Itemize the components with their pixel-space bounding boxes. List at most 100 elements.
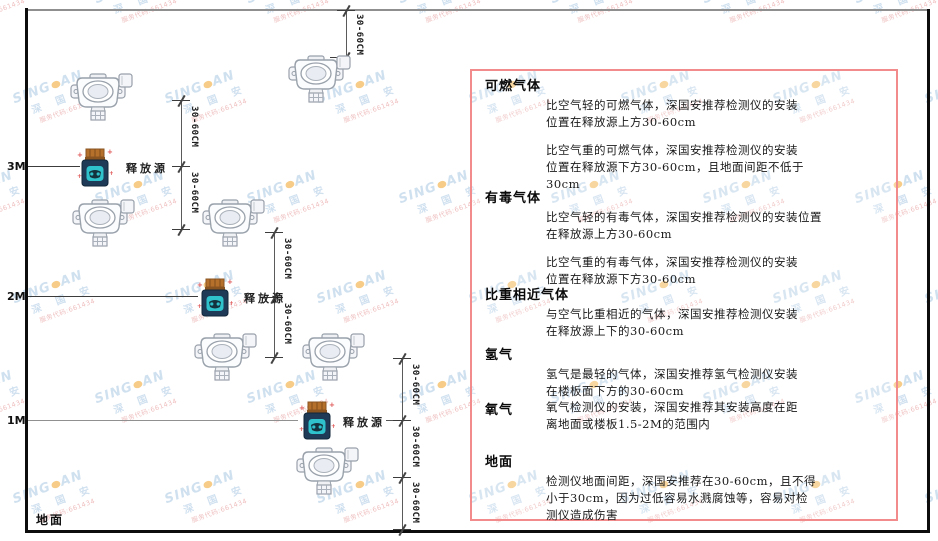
- brand-dot-icon: [50, 79, 62, 90]
- brand-cjk-text: 深 国 安: [30, 283, 97, 317]
- section-hydrogen: 氢气 氢气是最轻的气体，深国安推荐氢气检测仪安装 在楼板面下方的30-60cm: [485, 344, 888, 400]
- dimension-label: 30-60CM: [189, 172, 199, 214]
- body-line: 小于30cm，因为过低容易水溅腐蚀等，容易对检: [546, 491, 808, 505]
- gas-detector-icon: [296, 447, 359, 495]
- brand-cjk-text: 深 国 安: [182, 483, 249, 517]
- brand-cjk-text: 深 国 安: [334, 283, 401, 317]
- dimension-label: 30-60CM: [189, 106, 199, 148]
- dimension-label: 30-60CM: [410, 482, 420, 524]
- section-heading: 可燃气体: [485, 79, 542, 94]
- dimension-label: 30-60CM: [354, 14, 364, 56]
- brand-dot-icon: [436, 379, 448, 390]
- body-line: 比空气轻的可燃气体，深国安推荐检测仪的安装: [546, 98, 798, 112]
- section-heading: 氧气: [485, 403, 514, 418]
- brand-cjk-text: 深 国 安: [264, 183, 331, 217]
- brand-logo-text: SINGAN: [396, 167, 471, 208]
- height-label-2m: 2M: [7, 290, 26, 303]
- gas-detector-icon: [288, 55, 351, 103]
- brand-logo-text: SINGAN: [93, 0, 174, 7]
- dimension-slash: [270, 351, 279, 365]
- brand-logo-text: SINGAN: [396, 367, 471, 408]
- brand-dot-icon: [436, 179, 448, 190]
- brand-logo-text: SINGAN: [10, 467, 85, 508]
- body-line: 位置在释放源上方30-60cm: [546, 115, 696, 129]
- brand-logo-text: SINGAN: [549, 0, 630, 7]
- body-line: 在楼板面下方的30-60cm: [546, 384, 684, 398]
- height-axis-line: [25, 8, 28, 532]
- brand-dot-icon: [50, 479, 62, 490]
- brand-dot-icon: [202, 479, 214, 490]
- body-line: 氧气检测仪的安装，深国安推荐其安装高度在距: [546, 400, 798, 414]
- gas-detector-icon: [72, 199, 135, 247]
- gas-detector-icon: [194, 333, 257, 381]
- brand-logo-text: SINGAN: [922, 279, 938, 308]
- brand-service-code: 服务代码:661434: [190, 96, 249, 125]
- brand-logo-text: SINGAN: [92, 367, 167, 408]
- brand-logo-text: SINGAN: [0, 0, 22, 7]
- dimension-line-ceiling: [346, 10, 347, 58]
- release-source-label: 释放源: [126, 162, 168, 175]
- brand-logo-text: SINGAN: [853, 0, 934, 7]
- brand-logo-text: SINGAN: [922, 479, 938, 508]
- section-toxic-gas: 有毒气体 比空气轻的有毒气体，深国安推荐检测仪的安装位置 在释放源上方30-60…: [485, 187, 888, 288]
- dimension-label: 30-60CM: [410, 426, 420, 468]
- body-line: 测仪造成伤害: [546, 508, 618, 522]
- brand-dot-icon: [284, 379, 296, 390]
- brand-service-code: 服务代码:661434: [342, 296, 401, 325]
- release-source-icon: [299, 401, 335, 440]
- body-line: 在释放源上下的30-60cm: [546, 324, 684, 338]
- body-line: 位置在释放源下方30-60cm: [546, 272, 696, 286]
- brand-cjk-text: 深 国 安: [0, 183, 27, 216]
- brand-dot-icon: [202, 79, 214, 90]
- brand-logo-text: SINGAN: [0, 367, 15, 390]
- body-line: 与空气比重相近的气体，深国安推荐检测仪安装: [546, 307, 798, 321]
- installation-guide-panel: 可燃气体 比空气轻的可燃气体，深国安推荐检测仪的安装 位置在释放源上方30-60…: [470, 69, 898, 524]
- section-similar-density-gas: 比重相近气体 与空气比重相近的气体，深国安推荐检测仪安装 在释放源上下的30-6…: [485, 284, 888, 340]
- brand-logo-text: SINGAN: [314, 267, 389, 308]
- section-heading: 氢气: [485, 348, 514, 363]
- gas-detector-icon: [302, 333, 365, 381]
- dimension-label: 30-60CM: [282, 238, 292, 280]
- release-source-label: 释放源: [244, 292, 286, 305]
- brand-cjk-text: 深 国 安: [0, 0, 27, 16]
- brand-service-code: 服务代码:661434: [728, 0, 787, 25]
- brand-service-code: 服务代码:661434: [576, 0, 635, 25]
- release-source-icon: [197, 278, 233, 317]
- brand-dot-icon: [354, 79, 366, 90]
- brand-dot-icon: [132, 179, 144, 190]
- body-line: 氢气是最轻的气体，深国安推荐氢气检测仪安装: [546, 367, 798, 381]
- brand-logo-text: SINGAN: [701, 0, 782, 7]
- brand-dot-icon: [50, 279, 62, 290]
- brand-logo-text: SINGAN: [397, 0, 478, 7]
- brand-dot-icon: [354, 279, 366, 290]
- brand-logo-text: SINGAN: [162, 467, 237, 508]
- section-heading: 地面: [485, 455, 514, 470]
- height-line-3m: [28, 166, 80, 167]
- section-ground: 地面 检测仪地面间距，深国安推荐在30-60cm，且不得 小于30cm，因为过低…: [485, 451, 888, 524]
- ground-label: 地面: [36, 513, 65, 527]
- dimension-label: 30-60CM: [410, 364, 420, 406]
- release-source-label: 释放源: [343, 416, 385, 429]
- height-label-1m: 1M: [7, 414, 26, 427]
- body-line: 在释放源上方30-60cm: [546, 227, 672, 241]
- release-source-icon: [77, 148, 113, 187]
- brand-service-code: 服务代码:661434: [272, 0, 331, 25]
- dimension-line-1m: [402, 358, 403, 532]
- body-line: 比空气轻的有毒气体，深国安推荐检测仪的安装位置: [546, 210, 822, 224]
- brand-service-code: 服务代码:661434: [342, 496, 401, 525]
- brand-logo-text: SINGAN: [245, 0, 326, 7]
- right-wall-line: [927, 9, 930, 532]
- dimension-label: 30-60CM: [282, 303, 292, 345]
- section-heading: 比重相近气体: [485, 288, 570, 303]
